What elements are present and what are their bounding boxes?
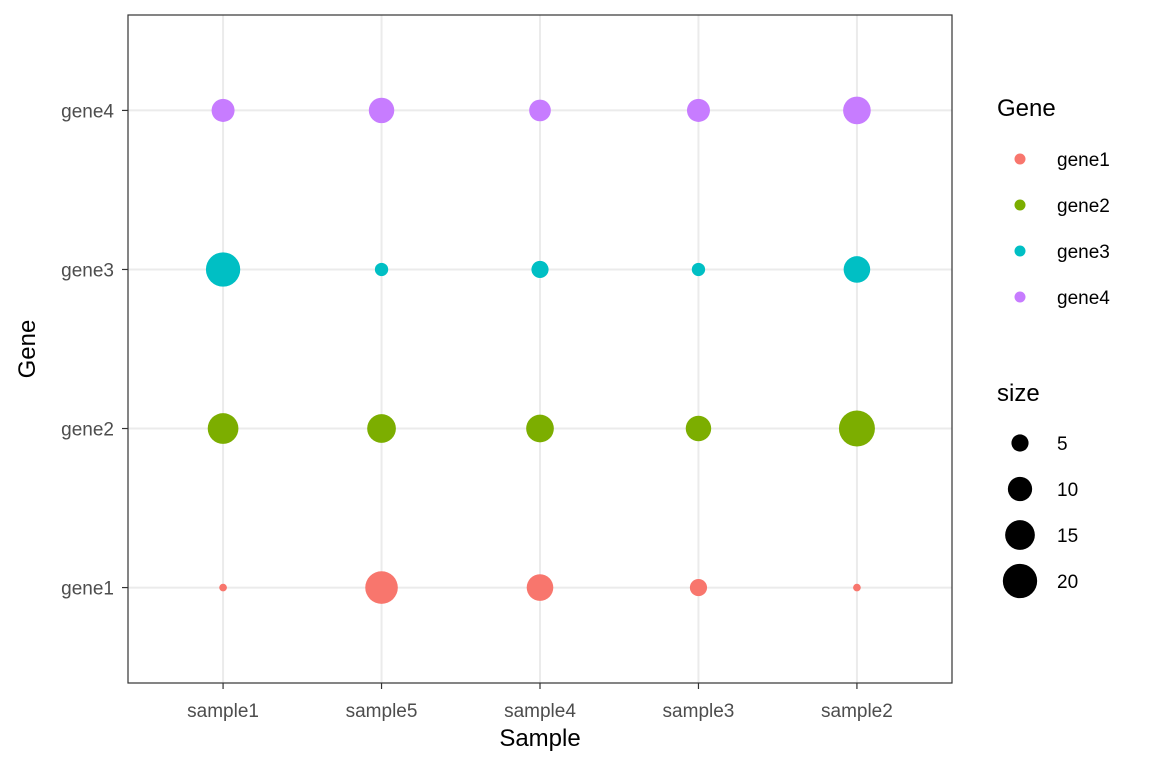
color-legend-title: Gene <box>997 95 1056 122</box>
data-point <box>685 415 712 442</box>
color-legend-label: gene1 <box>1057 150 1110 171</box>
data-point <box>367 414 396 443</box>
data-point <box>529 99 551 122</box>
data-point <box>526 414 554 443</box>
color-legend: Gene gene1 gene2 gene3 gene4 <box>997 95 1110 309</box>
y-axis: gene1 gene2 gene3 gene4 <box>61 101 128 600</box>
data-point <box>531 260 549 279</box>
y-tick-label: gene3 <box>61 260 114 281</box>
data-point <box>365 571 398 604</box>
color-legend-key <box>1014 245 1026 257</box>
y-tick-label: gene2 <box>61 420 114 441</box>
size-legend-key <box>1011 434 1029 452</box>
data-point <box>374 262 389 277</box>
color-legend-label: gene4 <box>1057 288 1110 309</box>
color-legend-label: gene3 <box>1057 242 1110 263</box>
size-legend-title: size <box>997 380 1040 407</box>
data-points <box>205 96 875 604</box>
size-legend-key <box>1007 476 1033 502</box>
size-legend-key <box>1002 563 1038 599</box>
size-legend-label: 15 <box>1057 526 1078 547</box>
data-point <box>207 413 239 444</box>
color-legend-key <box>1014 291 1026 303</box>
data-point <box>843 256 871 283</box>
data-point <box>689 578 708 597</box>
size-legend-entries: 5 10 15 20 <box>1002 434 1078 599</box>
y-tick-label: gene4 <box>61 101 114 122</box>
data-point <box>368 97 395 124</box>
x-tick-label: sample1 <box>187 701 259 722</box>
color-legend-key <box>1014 199 1026 211</box>
y-axis-title: Gene <box>14 320 41 379</box>
y-tick-label: gene1 <box>61 579 114 600</box>
x-axis: sample1 sample5 sample4 sample3 sample2 <box>187 683 893 722</box>
data-point <box>205 252 241 287</box>
size-legend-label: 5 <box>1057 434 1068 455</box>
size-legend-label: 20 <box>1057 572 1078 593</box>
data-point <box>526 574 554 601</box>
data-point <box>686 98 710 122</box>
size-legend-label: 10 <box>1057 480 1078 501</box>
color-legend-label: gene2 <box>1057 196 1110 217</box>
x-tick-label: sample3 <box>663 701 735 722</box>
size-legend-key <box>1005 520 1035 550</box>
x-tick-label: sample5 <box>346 701 418 722</box>
x-axis-title: Sample <box>499 725 580 752</box>
color-legend-key <box>1014 153 1026 165</box>
size-legend: size 5 10 15 20 <box>997 380 1078 599</box>
data-point <box>853 583 861 592</box>
data-point <box>219 583 227 592</box>
color-legend-entries: gene1 gene2 gene3 gene4 <box>1014 150 1110 309</box>
data-point <box>691 262 706 277</box>
data-point <box>843 96 871 125</box>
data-point <box>211 98 235 122</box>
x-tick-label: sample2 <box>821 701 893 722</box>
x-tick-label: sample4 <box>504 701 576 722</box>
data-point <box>838 410 875 447</box>
